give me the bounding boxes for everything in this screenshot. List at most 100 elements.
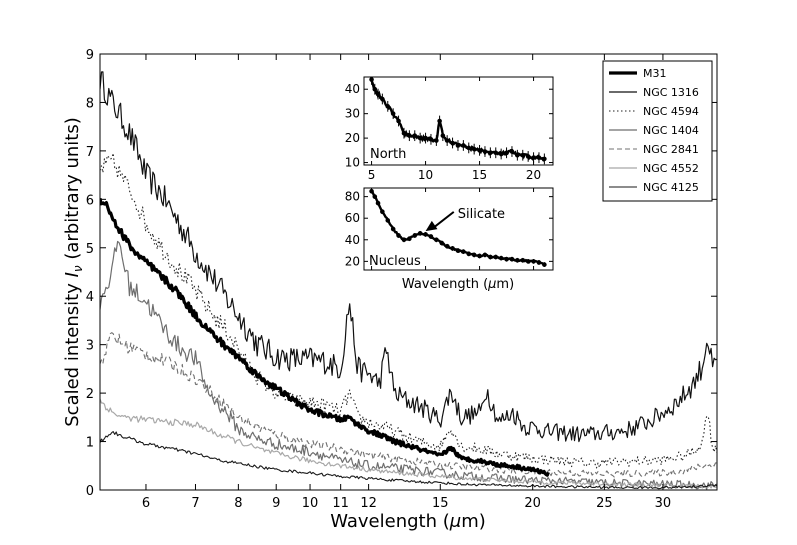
inset-north-data-point-27: [504, 150, 509, 156]
inset-nucleus-data-point-13: [434, 237, 439, 243]
inset-nucleus-background: [364, 188, 553, 270]
inset-north-data-point-2: [375, 91, 381, 97]
inset-north-data-point-25: [493, 150, 499, 156]
x-tick-label-10: 10: [302, 496, 319, 511]
x-tick-label-8: 8: [234, 496, 242, 511]
legend-label-m31: M31: [643, 67, 667, 80]
inset-north-data-point-18: [455, 143, 461, 148]
silicate-annotation-label: Silicate: [458, 207, 505, 222]
inset-nucleus-data-point-20: [471, 252, 477, 258]
inset-north-x-tick-label-15: 15: [472, 168, 487, 182]
series-line-ngc-4552: [100, 398, 717, 489]
inset-north-data-point-9: [412, 133, 418, 138]
inset-nucleus-data-point-16: [450, 246, 455, 251]
inset-north-data-point-3: [380, 96, 385, 102]
inset-north-data-point-20: [466, 145, 472, 151]
inset-north-ticks: 5 10 15 20 10 20 30 40: [345, 77, 553, 182]
inset-nucleus-y-tick-label-40: 40: [345, 233, 360, 247]
inset-north-data-point-16: [444, 138, 450, 143]
inset-north-data-point-19: [461, 143, 466, 148]
y-tick-label-7: 7: [86, 145, 94, 160]
inset-nucleus-data-point-28: [515, 257, 520, 263]
inset-north-label: North: [370, 147, 406, 162]
x-tick-label-12: 12: [360, 496, 377, 511]
inset-nucleus-data-point-19: [466, 251, 472, 257]
inset-nucleus-data-point-32: [536, 260, 542, 265]
inset-north-data-point-33: [536, 155, 542, 160]
inset-north-data-point-13: [434, 138, 439, 143]
inset-north-data-point-5: [390, 111, 396, 116]
legend-label-ngc-1404: NGC 1404: [643, 124, 699, 137]
inset-nucleus-data-point-17: [455, 248, 461, 253]
silicate-annotation: Silicate: [425, 207, 505, 232]
y-tick-label-1: 1: [86, 436, 94, 451]
inset-north-x-tick-label-10: 10: [418, 168, 433, 182]
inset-north-y-tick-label-20: 20: [345, 131, 360, 145]
inset-nucleus-data-point-5: [390, 226, 396, 232]
inset-north-data-point-34: [542, 156, 547, 162]
inset-north-data-point-24: [488, 150, 493, 156]
inset-north-plot: [369, 77, 547, 165]
inset-north-background: [364, 77, 553, 165]
x-tick-label-15: 15: [432, 496, 449, 511]
inset-nucleus-data-point-31: [531, 259, 536, 264]
inset-north-data-point-12: [428, 137, 434, 142]
inset-nucleus-data-point-8: [407, 236, 412, 242]
main-x-ticks: 6 7 8 9 10 11 12 15 20 25 30: [142, 54, 671, 511]
inset-nucleus-data-point-1: [372, 194, 378, 199]
inset-nucleus-data-point-23: [488, 254, 493, 260]
inset-nucleus-data-point-3: [380, 209, 385, 215]
y-tick-label-4: 4: [86, 290, 94, 305]
inset-nucleus-data-point-24: [493, 254, 499, 260]
legend-label-ngc-4125: NGC 4125: [643, 181, 699, 194]
inset-north-data-point-28: [509, 149, 515, 154]
inset-nucleus-ticks: 20 40 60 80: [345, 188, 553, 270]
inset-north-data-point-31: [525, 154, 531, 159]
inset-nucleus-y-tick-label-80: 80: [345, 190, 360, 204]
series-line-ngc-2841: [100, 332, 717, 478]
main-plot: [100, 71, 717, 490]
inset-north-data-point-8: [407, 133, 412, 138]
y-tick-label-3: 3: [86, 339, 94, 354]
y-tick-label-6: 6: [86, 193, 94, 208]
inset-nucleus-frame: [363, 187, 554, 271]
inset-north-data-point-4: [385, 104, 391, 109]
inset-north-x-tick-label-5: 5: [368, 168, 376, 182]
inset-north-data-point-30: [520, 152, 526, 158]
x-tick-label-9: 9: [272, 496, 280, 511]
inset-north-x-tick-label-20: 20: [526, 168, 541, 182]
inset-north-data-point-29: [515, 152, 520, 158]
inset-nucleus-data-point-14: [439, 240, 445, 246]
inset-nucleus-x-axis-title: Wavelength (μm): [402, 277, 514, 292]
x-tick-label-7: 7: [191, 496, 199, 511]
inset-north-data-point-23: [482, 149, 488, 154]
inset-nucleus-data-point-2: [375, 200, 381, 206]
main-x-axis-title: Wavelength (μm): [330, 511, 486, 532]
series-line-ngc-4125: [100, 431, 717, 490]
inset-nucleus-data-point-22: [482, 252, 488, 258]
inset-north-data-point-7: [401, 130, 407, 136]
inset-nucleus-plot: [369, 188, 547, 267]
inset-north-y-tick-label-30: 30: [345, 107, 360, 121]
legend-frame: [602, 60, 713, 202]
inset-north-data-point-11: [423, 135, 428, 141]
inset-nucleus-data-point-9: [412, 233, 418, 238]
inset-nucleus-data-point-29: [520, 257, 526, 263]
main-y-ticks: 0 1 2 3 4 5 6 7 8 9: [86, 48, 717, 499]
main-y-axis-title: Scaled intensity Iν (arbitrary units): [62, 117, 85, 427]
inset-nucleus-data-point-30: [525, 259, 531, 264]
inset-north-data-point-17: [450, 140, 455, 146]
legend-label-ngc-4552: NGC 4552: [643, 162, 699, 175]
inset-nucleus-data-point-12: [428, 234, 434, 239]
legend: M31 NGC 1316 NGC 4594 NGC 1404 NGC 2841 NGC 4…: [602, 60, 713, 202]
x-tick-label-6: 6: [142, 496, 150, 511]
series-line-m31: [100, 197, 550, 477]
x-tick-label-11: 11: [332, 496, 349, 511]
inset-north-y-tick-label-40: 40: [345, 82, 360, 96]
inset-north-y-tick-label-10: 10: [345, 156, 360, 170]
inset-nucleus-data-point-21: [477, 253, 482, 259]
series-line-ngc-1404: [100, 240, 717, 490]
inset-north-data-point-15: [440, 133, 446, 138]
inset-north-data-point-10: [417, 135, 423, 141]
